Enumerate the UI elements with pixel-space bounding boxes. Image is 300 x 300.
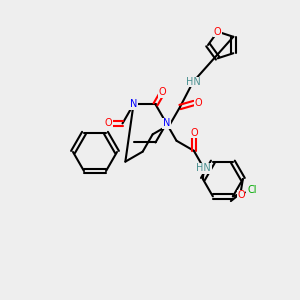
Text: N: N	[163, 118, 170, 128]
Text: HN: HN	[196, 163, 211, 173]
Text: O: O	[214, 27, 221, 37]
Text: HN: HN	[186, 77, 200, 87]
Text: O: O	[105, 118, 112, 128]
Text: Cl: Cl	[247, 185, 256, 195]
Text: O: O	[190, 128, 198, 138]
Text: N: N	[130, 99, 137, 110]
Text: O: O	[159, 87, 166, 97]
Text: O: O	[194, 98, 202, 108]
Text: O: O	[237, 190, 245, 200]
